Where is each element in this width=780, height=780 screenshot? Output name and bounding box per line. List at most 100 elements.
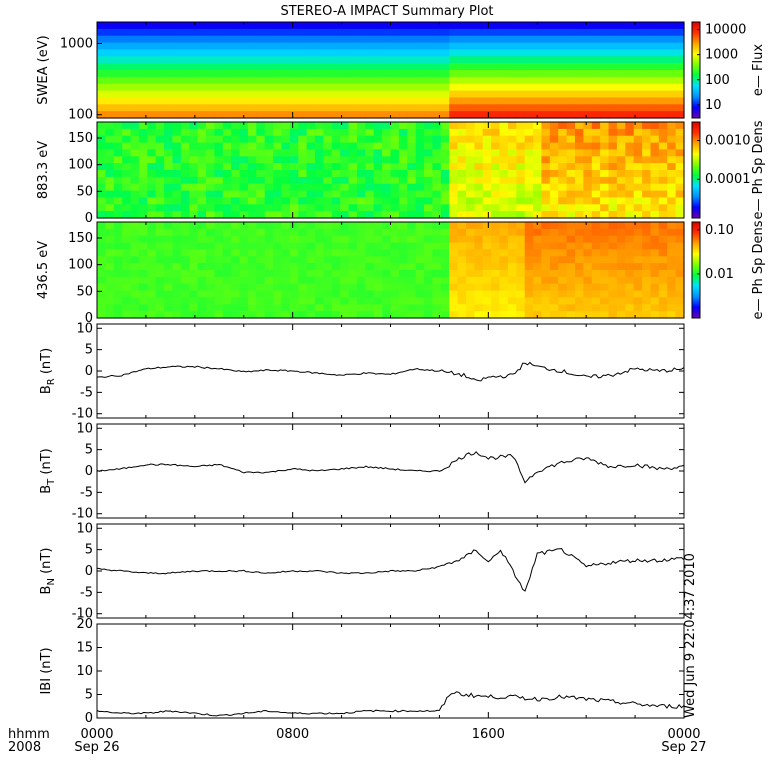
- heatmap-cell: [474, 297, 484, 305]
- heatmap-cell: [591, 249, 601, 257]
- heatmap-cell: [247, 122, 257, 130]
- heatmap-cell: [667, 56, 677, 64]
- heatmap-cell: [164, 311, 174, 319]
- heatmap-cell: [340, 97, 350, 105]
- heatmap-cell: [298, 28, 308, 37]
- heatmap-cell: [407, 111, 417, 119]
- heatmap-cell: [432, 176, 442, 185]
- heatmap-cell: [147, 90, 157, 99]
- heatmap-cell: [424, 176, 433, 185]
- heatmap-cell: [298, 249, 308, 257]
- heatmap-cell: [457, 304, 467, 312]
- heatmap-cell: [549, 183, 559, 192]
- heatmap-cell: [591, 176, 601, 185]
- heatmap-cell: [147, 111, 157, 119]
- heatmap-cell: [625, 263, 635, 271]
- heatmap-cell: [642, 163, 652, 171]
- heatmap-cell: [264, 42, 274, 51]
- heatmap-cell: [575, 190, 584, 199]
- heatmap-cell: [415, 42, 425, 51]
- heatmap-cell: [206, 290, 215, 299]
- heatmap-cell: [273, 183, 283, 192]
- heatmap-cell: [289, 63, 299, 71]
- heatmap-cell: [524, 70, 534, 78]
- heatmap-cell: [407, 90, 417, 99]
- heatmap-cell: [197, 28, 207, 37]
- heatmap-cell: [616, 170, 626, 178]
- heatmap-cell: [650, 283, 660, 292]
- heatmap-cell: [633, 270, 643, 278]
- heatmap-cell: [516, 142, 526, 151]
- heatmap-cell: [239, 276, 249, 285]
- heatmap-cell: [608, 170, 618, 178]
- heatmap-cell: [507, 290, 517, 299]
- heatmap-cell: [189, 149, 199, 157]
- heatmap-cell: [440, 204, 450, 212]
- heatmap-cell: [625, 290, 635, 299]
- heatmap-cell: [222, 42, 232, 51]
- heatmap-cell: [491, 297, 501, 305]
- heatmap-cell: [105, 83, 115, 92]
- heatmap-cell: [591, 97, 601, 105]
- heatmap-cell: [642, 70, 652, 78]
- heatmap-cell: [440, 22, 450, 30]
- heatmap-cell: [591, 56, 601, 64]
- heatmap-cell: [340, 263, 350, 271]
- heatmap-cell: [541, 211, 551, 219]
- heatmap-cell: [281, 304, 291, 312]
- heatmap-cell: [164, 156, 174, 164]
- heatmap-cell: [97, 142, 106, 151]
- heatmap-cell: [273, 97, 283, 105]
- heatmap-cell: [398, 283, 408, 292]
- heatmap-cell: [675, 311, 685, 319]
- heatmap-cell: [382, 249, 392, 257]
- heatmap-cell: [105, 297, 115, 305]
- heatmap-cell: [172, 135, 182, 144]
- heatmap-cell: [549, 97, 559, 105]
- heatmap-cell: [247, 235, 257, 244]
- heatmap-cell: [357, 128, 366, 137]
- heatmap-cell: [222, 242, 232, 251]
- heatmap-cell: [113, 42, 123, 51]
- heatmap-cell: [558, 297, 568, 305]
- heatmap-cell: [247, 183, 257, 192]
- heatmap-cell: [357, 249, 366, 257]
- heatmap-cell: [197, 149, 207, 157]
- heatmap-cell: [466, 242, 475, 251]
- heatmap-cell: [147, 35, 157, 44]
- heatmap-cell: [130, 283, 140, 292]
- heatmap-cell: [281, 135, 291, 144]
- heatmap-cell: [407, 42, 417, 51]
- heatmap-cell: [97, 197, 106, 205]
- heatmap-cell: [113, 176, 123, 185]
- heatmap-cell: [440, 135, 450, 144]
- heatmap-cell: [130, 228, 140, 237]
- heatmap-cell: [440, 122, 450, 130]
- heatmap-cell: [398, 83, 408, 92]
- heatmap-cell: [357, 304, 366, 312]
- heatmap-cell: [407, 163, 417, 171]
- heatmap-cell: [138, 76, 148, 85]
- heatmap-cell: [348, 263, 358, 271]
- heatmap-cell: [331, 83, 341, 92]
- y-tick-label: 10: [76, 321, 93, 336]
- heatmap-cell: [524, 190, 534, 199]
- heatmap-cell: [105, 90, 115, 99]
- heatmap-cell: [591, 256, 601, 264]
- heatmap-cell: [222, 256, 232, 264]
- heatmap-cell: [105, 49, 115, 57]
- heatmap-cell: [583, 304, 593, 312]
- heatmap-cell: [591, 290, 601, 299]
- heatmap-cell: [113, 70, 123, 78]
- heatmap-cell: [432, 70, 442, 78]
- heatmap-cell: [600, 56, 610, 64]
- heatmap-cell: [206, 249, 215, 257]
- heatmap-cell: [164, 297, 174, 305]
- heatmap-cell: [256, 35, 266, 44]
- heatmap-cell: [289, 156, 299, 164]
- colorbar-3: [691, 221, 701, 319]
- heatmap-cell: [667, 290, 677, 299]
- heatmap-cell: [675, 183, 685, 192]
- heatmap-cell: [180, 228, 190, 237]
